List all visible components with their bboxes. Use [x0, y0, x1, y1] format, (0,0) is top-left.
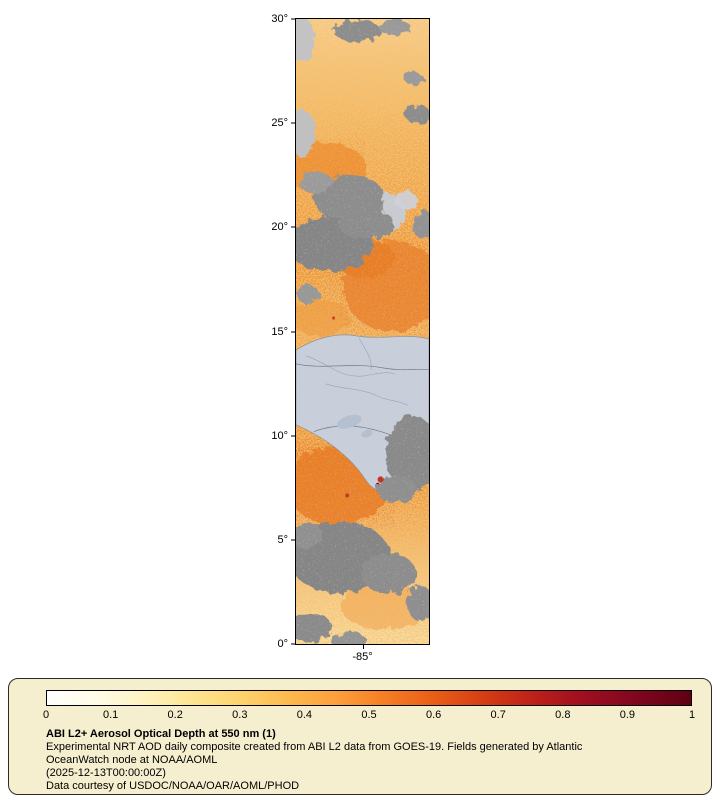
colorbar-gradient: [46, 690, 692, 706]
colorbar-tick-label: 0.2: [167, 709, 183, 721]
colorbar-tick-label: 0.1: [102, 709, 119, 721]
colorbar-tick-label: 0.7: [490, 709, 506, 721]
colorbar-legend: 0 0.1 0.2 0.3 0.4 0.5 0.6 0.7 0.8 0.9 1 ABI L2+ Ae…: [8, 678, 712, 795]
legend-text-block: ABI L2+ Aerosol Optical Depth at 550 nm …: [46, 728, 646, 793]
lat-tick-label: 20°: [271, 221, 288, 234]
colorbar-tick-label: 0.8: [555, 709, 571, 721]
lat-tick-label: 5°: [277, 533, 288, 546]
legend-title: ABI L2+ Aerosol Optical Depth at 550 nm …: [46, 728, 276, 740]
lat-tick-label: 25°: [271, 117, 288, 130]
map-panel: 30° 25° 20° 15° 10° 5° 0° -85°: [271, 13, 430, 663]
colorbar-tick-label: 0.6: [425, 709, 442, 721]
legend-courtesy: Data courtesy of USDOC/NOAA/OAR/AOML/PHO…: [46, 779, 300, 792]
lat-tick-label: 0°: [277, 638, 288, 650]
colorbar-tick-label: 0.3: [232, 709, 248, 721]
colorbar-tick-label: 0: [42, 709, 50, 721]
legend-timestamp: (2025-12-13T00:00:00Z): [46, 766, 166, 779]
legend-description: Experimental NRT AOD daily composite cre…: [46, 740, 583, 766]
lon-tick-mark: [362, 644, 364, 649]
lat-tick-label: 10°: [271, 429, 288, 442]
lon-tick-label: -85°: [352, 651, 373, 663]
colorbar-ticks: 0 0.1 0.2 0.3 0.4 0.5 0.6 0.7 0.8 0.9 1: [42, 708, 696, 723]
lat-tick-label: 30°: [271, 13, 288, 25]
colorbar-tick-label: 1: [688, 709, 696, 721]
colorbar-tick-label: 0.5: [361, 709, 377, 721]
lat-tick-label: 15°: [271, 325, 288, 338]
colorbar-tick-label: 0.4: [296, 709, 313, 721]
aod-map-image: [296, 19, 429, 644]
colorbar-tick-label: 0.9: [619, 709, 636, 721]
